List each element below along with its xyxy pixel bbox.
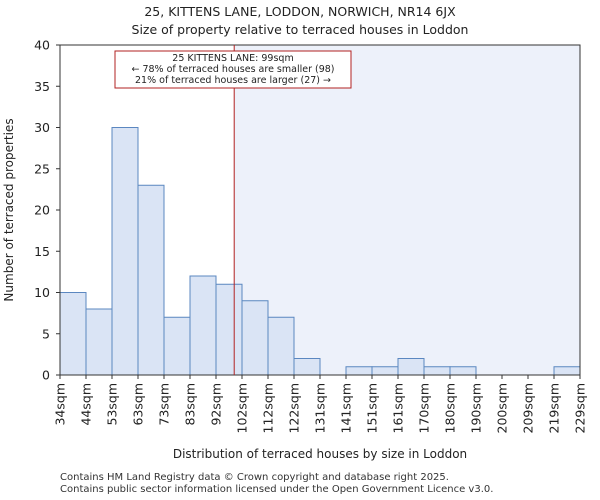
- histogram-bar: [293, 358, 321, 376]
- annotation-line-1: 25 KITTENS LANE: 99sqm: [172, 53, 293, 64]
- histogram-bar: [371, 366, 399, 376]
- x-tick-label: 73sqm: [157, 383, 172, 426]
- histogram-bar: [85, 308, 113, 376]
- y-tick-label: 40: [34, 38, 50, 53]
- plot-frame: [59, 44, 581, 376]
- annotation-line-2: ← 78% of terraced houses are smaller (98…: [131, 64, 334, 75]
- y-tick-label: 35: [34, 79, 50, 94]
- histogram-bar: [59, 292, 87, 376]
- x-tick-label: 190sqm: [469, 383, 484, 433]
- attribution-line-1: Contains HM Land Registry data © Crown c…: [60, 472, 449, 483]
- histogram-bar: [423, 366, 451, 376]
- chart-title: 25, KITTENS LANE, LODDON, NORWICH, NR14 …: [144, 4, 456, 19]
- y-axis-label: Number of terraced properties: [2, 118, 16, 301]
- x-tick-label: 141sqm: [339, 383, 354, 433]
- histogram-bar: [163, 316, 191, 376]
- y-tick-label: 15: [34, 244, 50, 259]
- x-tick-label: 170sqm: [417, 383, 432, 433]
- x-tick-label: 102sqm: [235, 383, 250, 433]
- attribution-line-2: Contains public sector information licen…: [60, 484, 494, 495]
- x-axis-label: Distribution of terraced houses by size …: [173, 447, 467, 461]
- histogram-bar: [215, 283, 243, 376]
- x-tick-label: 180sqm: [443, 383, 458, 433]
- x-tick-label: 53sqm: [105, 383, 120, 426]
- x-tick-label: 63sqm: [131, 383, 146, 426]
- x-tick-label: 44sqm: [79, 383, 94, 426]
- x-tick-label: 131sqm: [313, 383, 328, 433]
- x-tick-label: 229sqm: [573, 383, 588, 433]
- histogram-bar: [397, 358, 425, 376]
- histogram-bar: [137, 184, 165, 376]
- histogram-bar: [345, 366, 373, 376]
- histogram-bar: [189, 275, 217, 376]
- x-tick-label: 83sqm: [183, 383, 198, 426]
- x-tick-label: 161sqm: [391, 383, 406, 433]
- y-tick-label: 10: [34, 285, 50, 300]
- x-tick-label: 209sqm: [521, 383, 536, 433]
- histogram-bar: [553, 366, 581, 376]
- x-tick-label: 112sqm: [261, 383, 276, 433]
- y-tick-label: 0: [42, 368, 50, 383]
- x-tick-label: 151sqm: [365, 383, 380, 433]
- y-tick-label: 30: [34, 120, 50, 135]
- x-tick-label: 200sqm: [495, 383, 510, 433]
- x-tick-label: 219sqm: [547, 383, 562, 433]
- x-tick-label: 92sqm: [209, 383, 224, 426]
- y-tick-label: 20: [34, 203, 50, 218]
- histogram-bar: [241, 300, 269, 376]
- histogram-bar: [449, 366, 477, 376]
- histogram-bar: [111, 127, 139, 376]
- annotation-line-3: 21% of terraced houses are larger (27) →: [135, 75, 331, 86]
- histogram-bar: [267, 316, 295, 376]
- x-tick-label: 122sqm: [287, 383, 302, 433]
- y-tick-label: 5: [42, 326, 50, 341]
- chart-subtitle: Size of property relative to terraced ho…: [131, 22, 469, 37]
- annotation-box: 25 KITTENS LANE: 99sqm ← 78% of terraced…: [114, 50, 352, 89]
- x-tick-label: 34sqm: [53, 383, 68, 426]
- y-tick-label: 25: [34, 161, 50, 176]
